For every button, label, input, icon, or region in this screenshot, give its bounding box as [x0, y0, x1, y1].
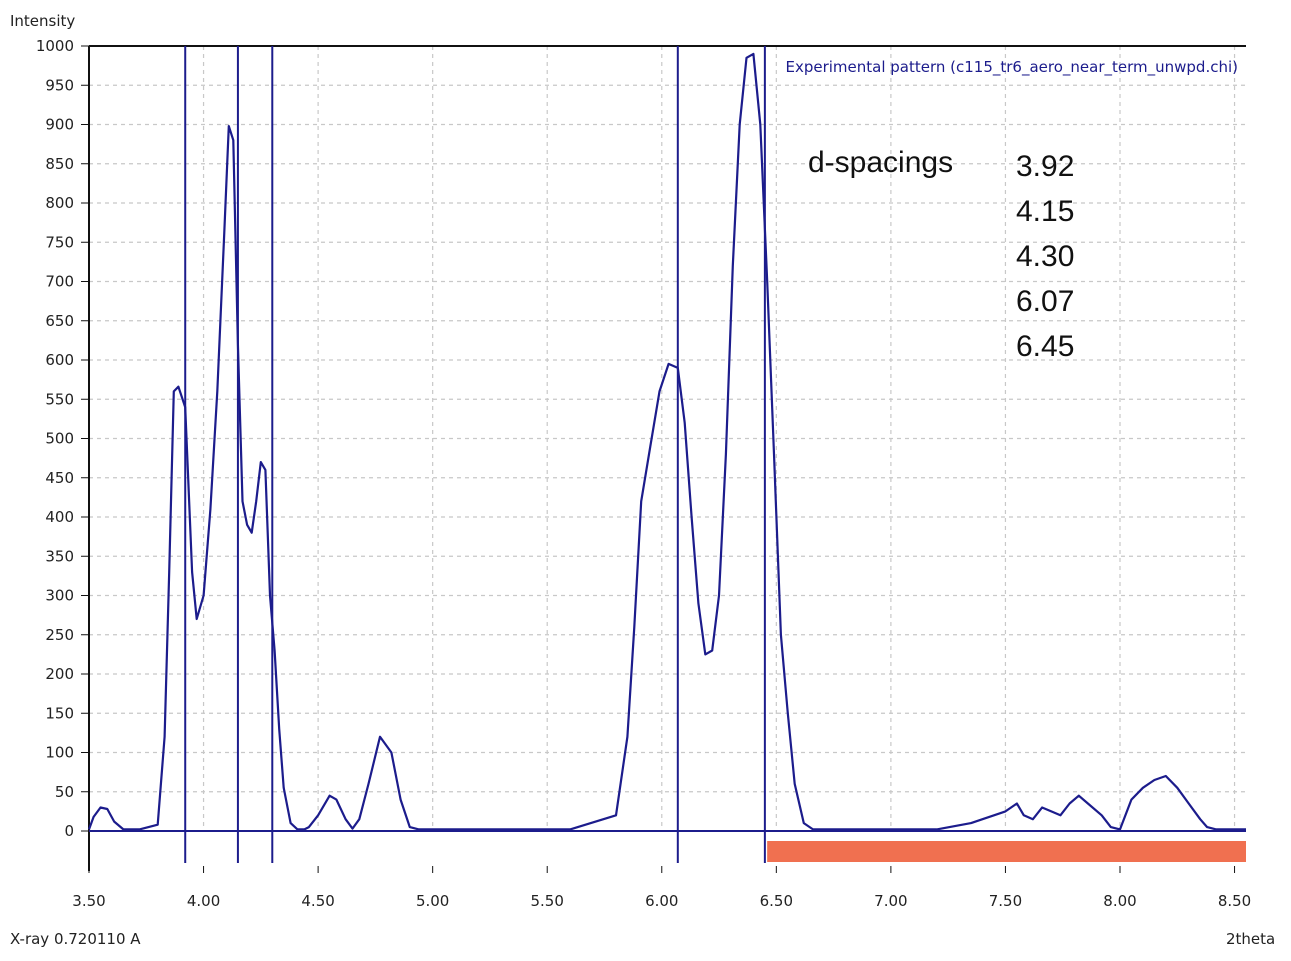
legend-label: Experimental pattern (c115_tr6_aero_near…: [785, 58, 1238, 77]
y-tick-label: 250: [45, 626, 74, 644]
y-tick-label: 750: [45, 233, 74, 251]
y-tick-label: 50: [55, 783, 74, 801]
series-layer: [87, 52, 1246, 831]
x-axis-label: 2theta: [1226, 930, 1275, 948]
y-tick-label: 450: [45, 469, 74, 487]
excluded-region-bar: [767, 841, 1246, 862]
x-tick-label: 7.50: [989, 892, 1022, 910]
tick-labels: 3.50 4.00 4.50 5.00 5.50 6.00 6.50 7.00 7.50 8.00…: [36, 37, 1251, 910]
wavelength-label: X-ray 0.720110 A: [10, 930, 141, 948]
x-tick-label: 4.50: [301, 892, 334, 910]
x-tick-label: 7.00: [874, 892, 907, 910]
annotation-value: 4.30: [1016, 240, 1074, 273]
x-tick-label: 4.00: [187, 892, 220, 910]
y-tick-label: 500: [45, 430, 74, 448]
y-tick-label: 200: [45, 665, 74, 683]
grid: [88, 45, 1246, 832]
y-tick-label: 100: [45, 744, 74, 762]
y-axis-label: Intensity: [10, 12, 75, 30]
x-tick-label: 6.50: [760, 892, 793, 910]
x-tick-label: 5.50: [531, 892, 564, 910]
x-tick-label: 8.50: [1218, 892, 1251, 910]
y-tick-label: 350: [45, 547, 74, 565]
annotation-value: 6.07: [1016, 285, 1074, 318]
y-tick-label: 800: [45, 194, 74, 212]
series-line: [87, 52, 1246, 831]
y-tick-label: 600: [45, 351, 74, 369]
y-tick-label: 950: [45, 76, 74, 94]
x-tick-label: 3.50: [72, 892, 105, 910]
y-tick-label: 150: [45, 704, 74, 722]
x-tick-label: 6.00: [645, 892, 678, 910]
y-tick-label: 850: [45, 155, 74, 173]
annotation-value: 3.92: [1016, 150, 1074, 183]
y-tick-label: 1000: [36, 37, 74, 55]
y-tick-label: 700: [45, 273, 74, 291]
excluded-region: [767, 841, 1246, 862]
y-tick-label: 0: [64, 822, 74, 840]
x-tick-label: 8.00: [1103, 892, 1136, 910]
y-tick-label: 900: [45, 116, 74, 134]
y-tick-label: 550: [45, 390, 74, 408]
y-tick-label: 300: [45, 587, 74, 605]
annotation-value: 6.45: [1016, 330, 1074, 363]
axes: [88, 45, 1246, 871]
reflection-markers: [184, 46, 766, 863]
annotation-value: 4.15: [1016, 195, 1074, 228]
x-tick-label: 5.00: [416, 892, 449, 910]
y-tick-label: 650: [45, 312, 74, 330]
y-tick-label: 400: [45, 508, 74, 526]
annotation-title: d-spacings: [808, 146, 953, 179]
